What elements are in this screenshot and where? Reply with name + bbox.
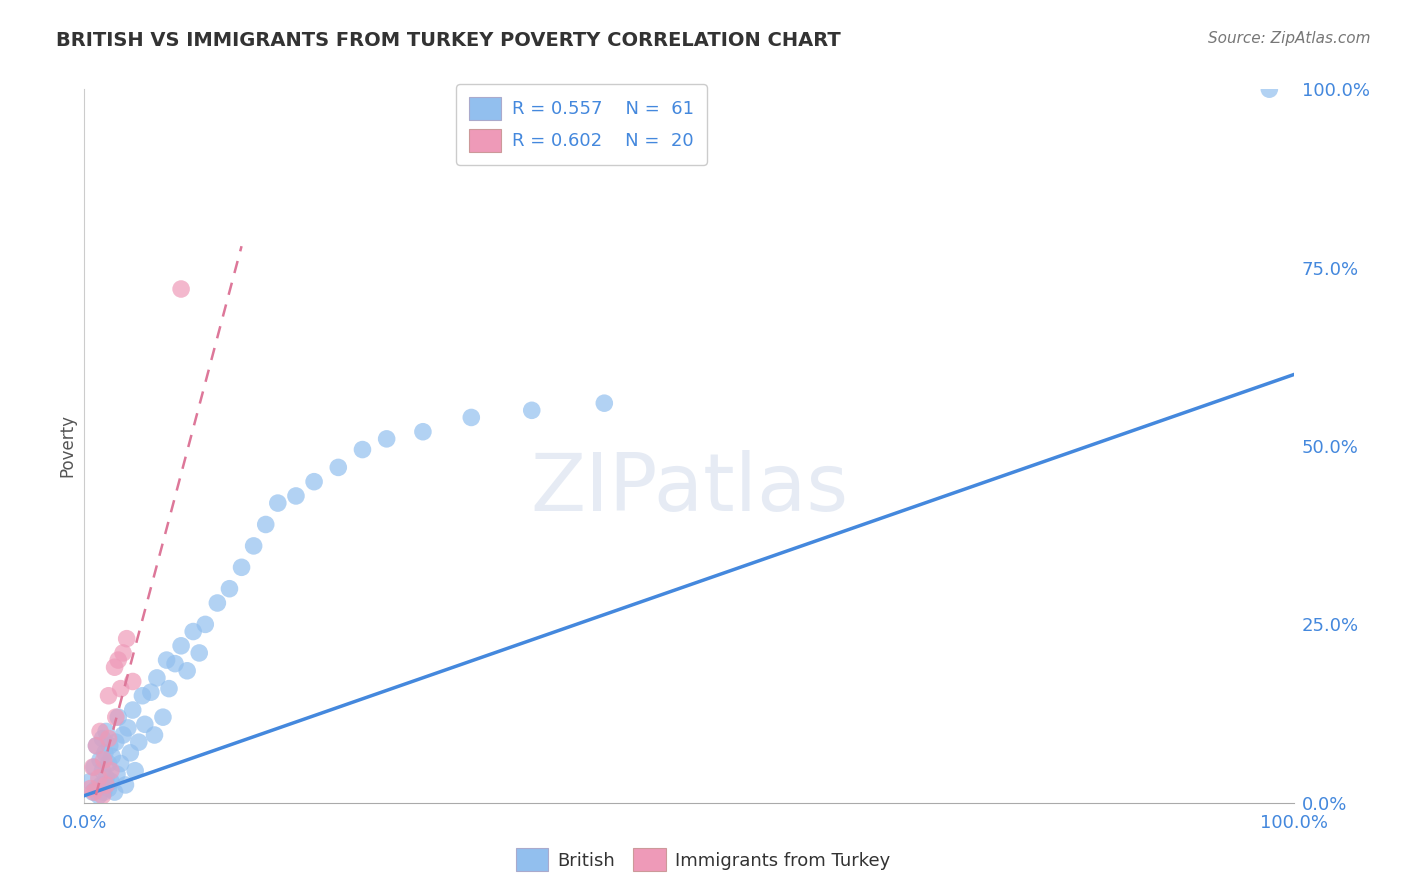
Point xyxy=(121,674,143,689)
Point xyxy=(86,739,108,753)
Point xyxy=(97,781,120,796)
Point xyxy=(100,764,122,778)
Point xyxy=(94,778,117,792)
Point xyxy=(104,785,127,799)
Point xyxy=(115,632,138,646)
Point xyxy=(86,739,108,753)
Point xyxy=(412,425,434,439)
Point xyxy=(112,646,135,660)
Text: ZIPatlas: ZIPatlas xyxy=(530,450,848,528)
Point xyxy=(165,657,187,671)
Point xyxy=(284,489,308,503)
Point xyxy=(124,764,146,778)
Point xyxy=(87,771,110,785)
Point xyxy=(143,728,166,742)
Point xyxy=(83,760,105,774)
Point xyxy=(121,703,143,717)
Point xyxy=(218,582,240,596)
Point xyxy=(101,749,124,764)
Point xyxy=(254,517,277,532)
Point xyxy=(128,735,150,749)
Point xyxy=(79,781,101,796)
Point xyxy=(267,496,290,510)
Point xyxy=(89,753,111,767)
Point xyxy=(86,781,108,796)
Point xyxy=(152,710,174,724)
Point xyxy=(104,660,127,674)
Point xyxy=(94,771,117,785)
Point xyxy=(82,785,104,799)
Point xyxy=(114,778,136,792)
Point xyxy=(188,646,211,660)
Point xyxy=(104,710,127,724)
Point xyxy=(139,685,162,699)
Point xyxy=(98,739,121,753)
Point xyxy=(328,460,350,475)
Point xyxy=(107,710,129,724)
Point xyxy=(97,731,120,746)
Point xyxy=(91,764,114,778)
Point xyxy=(231,560,253,574)
Point xyxy=(460,410,482,425)
Point xyxy=(94,746,117,760)
Point xyxy=(79,774,101,789)
Point xyxy=(82,760,104,774)
Point xyxy=(97,756,120,771)
Point xyxy=(97,689,120,703)
Point xyxy=(110,756,132,771)
Point xyxy=(91,789,114,803)
Point xyxy=(194,617,217,632)
Point xyxy=(155,653,177,667)
Point xyxy=(83,785,105,799)
Point xyxy=(93,753,115,767)
Point xyxy=(520,403,543,417)
Point xyxy=(94,724,117,739)
Point xyxy=(131,689,153,703)
Point xyxy=(134,717,156,731)
Point xyxy=(146,671,169,685)
Point xyxy=(107,653,129,667)
Point xyxy=(110,681,132,696)
Point xyxy=(87,789,110,803)
Text: Source: ZipAtlas.com: Source: ZipAtlas.com xyxy=(1208,31,1371,46)
Point xyxy=(105,767,128,781)
Point xyxy=(100,774,122,789)
Point xyxy=(170,639,193,653)
Point xyxy=(170,282,193,296)
Point xyxy=(157,681,180,696)
Point xyxy=(302,475,325,489)
Point xyxy=(117,721,139,735)
Point xyxy=(104,735,127,749)
Point xyxy=(593,396,616,410)
Point xyxy=(93,785,115,799)
Legend: British, Immigrants from Turkey: British, Immigrants from Turkey xyxy=(509,841,897,879)
Text: BRITISH VS IMMIGRANTS FROM TURKEY POVERTY CORRELATION CHART: BRITISH VS IMMIGRANTS FROM TURKEY POVERT… xyxy=(56,31,841,50)
Point xyxy=(176,664,198,678)
Point xyxy=(90,778,112,792)
Point xyxy=(112,728,135,742)
Point xyxy=(375,432,398,446)
Point xyxy=(352,442,374,457)
Point xyxy=(120,746,142,760)
Point xyxy=(207,596,229,610)
Point xyxy=(89,724,111,739)
Point xyxy=(1258,82,1281,96)
Legend: R = 0.557    N =  61, R = 0.602    N =  20: R = 0.557 N = 61, R = 0.602 N = 20 xyxy=(456,84,707,165)
Point xyxy=(181,624,204,639)
Point xyxy=(91,731,114,746)
Y-axis label: Poverty: Poverty xyxy=(58,415,76,477)
Point xyxy=(242,539,264,553)
